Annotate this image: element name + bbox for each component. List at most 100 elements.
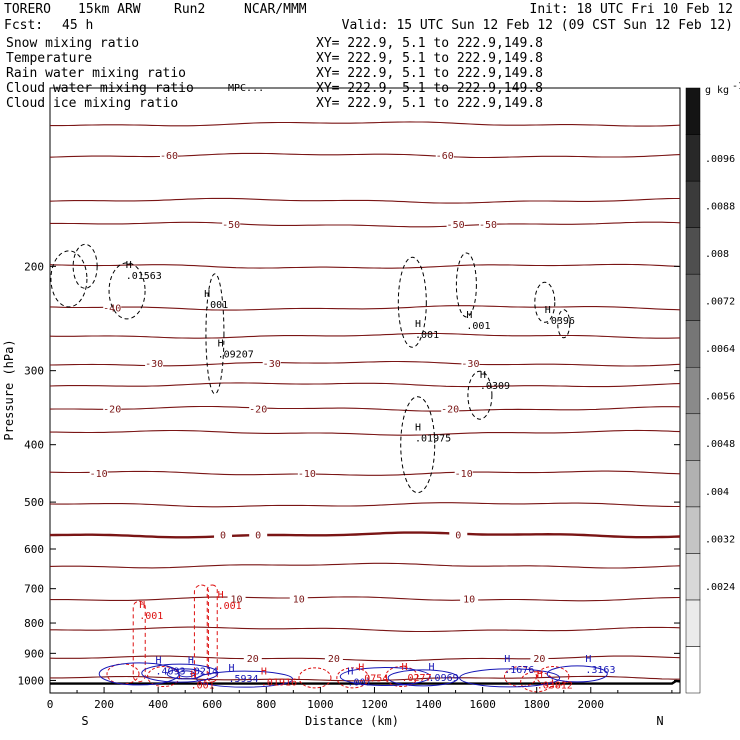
maximum-value-label: .001 <box>347 678 371 689</box>
x-tick-label: 1800 <box>523 698 550 711</box>
isotherm-label: -30 <box>263 359 281 370</box>
isotherm-label-bg <box>103 302 122 313</box>
maximum-value-label: .001 <box>204 300 228 311</box>
snow-contour <box>72 243 98 289</box>
isotherm-label: 20 <box>247 654 259 665</box>
isotherm-label-bg <box>324 653 343 664</box>
rain-contour <box>193 584 209 683</box>
plot-frame <box>49 87 681 694</box>
org-name: NCAR/MMM <box>244 2 307 17</box>
x-tick-label: 600 <box>202 698 222 711</box>
isotherm-label: 20 <box>533 654 545 665</box>
maximum-marker: H <box>228 663 234 674</box>
maximum-marker: H <box>415 422 421 433</box>
maximum-marker: H <box>188 656 194 667</box>
isotherm-label-bg <box>530 653 549 664</box>
x-tick-label: 0 <box>47 698 54 711</box>
isotherm-label-bg <box>435 150 454 161</box>
colorbar-unit-exponent: -1 <box>732 81 740 92</box>
maximum-marker: H <box>218 590 224 601</box>
snow-contour <box>397 256 427 348</box>
maximum-marker: H <box>358 663 364 674</box>
snow-contour <box>205 273 225 395</box>
maximum-value-label: .0969 <box>429 673 459 684</box>
rain-contour <box>147 666 181 688</box>
isotherm-label: 0 <box>255 530 261 541</box>
colorbar-swatch <box>685 227 701 275</box>
colorbar-tick-label: .0048 <box>705 439 735 450</box>
isotherm-label: 0 <box>455 530 461 541</box>
isotherm-label-bg <box>214 529 233 540</box>
rain-contour <box>206 584 218 683</box>
maximum-value-label: .4093 <box>155 667 185 678</box>
rain-contour <box>336 667 370 689</box>
colorbar-swatch <box>685 320 701 368</box>
model-name: TORERO <box>4 2 51 17</box>
isotherm-label: -20 <box>441 404 459 415</box>
maximum-value-label: .01916 <box>261 678 297 689</box>
y-tick-label: 300 <box>24 365 44 378</box>
cloud-water-contour <box>141 663 219 683</box>
maximum-value-label: .1676 <box>504 665 534 676</box>
isotherm-label: -20 <box>103 404 121 415</box>
run-name: Run2 <box>174 2 205 17</box>
ground-surface-line <box>50 679 681 685</box>
cloud-water-contour <box>387 669 459 687</box>
axes: 0 200 400 600 800 1000 1200 1400 1600 1800 2000200… <box>18 260 680 711</box>
cloud-water-contour <box>546 665 608 683</box>
field-xy-rain: XY= 222.9, 5.1 to 222.9,149.8 <box>316 66 543 81</box>
x-tick-label: 200 <box>94 698 114 711</box>
isotherm-line <box>49 332 681 339</box>
maximum-marker: H <box>155 656 161 667</box>
isotherm-label-bg <box>449 529 468 540</box>
colorbar-swatch <box>685 553 701 601</box>
rain-contour <box>106 663 140 685</box>
isotherm-label-bg <box>243 653 262 664</box>
isotherm-line <box>49 405 681 412</box>
maximum-marker: H <box>191 670 197 681</box>
plot-area: -60 -60 -50 -50 -50 -40 -30 -30 -30 -20 -20 -20 -10 -… <box>49 121 681 693</box>
isotherm-line <box>49 655 681 662</box>
colorbar-tick-label: .0096 <box>705 154 735 165</box>
snow-contour <box>534 281 556 323</box>
colorbar-tick-label: .004 <box>705 487 729 498</box>
rain-contour <box>385 666 419 688</box>
isotherm-label-bg <box>103 403 122 414</box>
maximum-value-label: .001 <box>218 601 242 612</box>
maximum-marker: H <box>204 289 210 300</box>
cloud-water-contour <box>166 668 204 680</box>
colorbar-tick-label: .0088 <box>705 201 735 212</box>
maximum-value-label: .001 <box>139 611 163 622</box>
isotherm-label-bg <box>249 529 268 540</box>
isotherm-label: -60 <box>436 151 454 162</box>
isotherm-label: -30 <box>461 359 479 370</box>
x-end-label-south: S <box>81 714 88 728</box>
isotherm-label: -30 <box>145 359 163 370</box>
field-name-snow: Snow mixing ratio <box>6 36 139 51</box>
cloud-water-contour <box>196 670 294 688</box>
y-tick-label: 400 <box>24 439 44 452</box>
isotherm-label-bg <box>441 403 460 414</box>
isotherm-label-bg <box>145 358 164 369</box>
maximum-marker: H <box>429 662 435 673</box>
y-tick-label: 200 <box>24 260 44 273</box>
isotherm-line <box>50 221 681 228</box>
snow-contour <box>400 396 436 494</box>
maximum-marker: H <box>545 305 551 316</box>
isotherm-line <box>49 562 681 569</box>
colorbar-swatch <box>685 87 701 135</box>
field-legend: Snow mixing ratio XY= 222.9, 5.1 to 222.… <box>6 36 560 111</box>
y-tick-label: 900 <box>24 647 44 660</box>
isotherm-label: -20 <box>249 404 267 415</box>
colorbar-tick-label: .0056 <box>705 392 735 403</box>
field-name-temperature: Temperature <box>6 51 92 66</box>
isotherm-label-bg <box>454 468 473 479</box>
y-tick-label: 800 <box>24 617 44 630</box>
isotherm-label: -50 <box>479 220 497 231</box>
cloud-water-contour <box>339 667 431 687</box>
maximum-marker: H <box>402 662 408 673</box>
forecast-label: Fcst: <box>4 18 43 33</box>
maximum-value-label: .0214 <box>188 667 218 678</box>
maximum-value-label: .001 <box>466 321 490 332</box>
